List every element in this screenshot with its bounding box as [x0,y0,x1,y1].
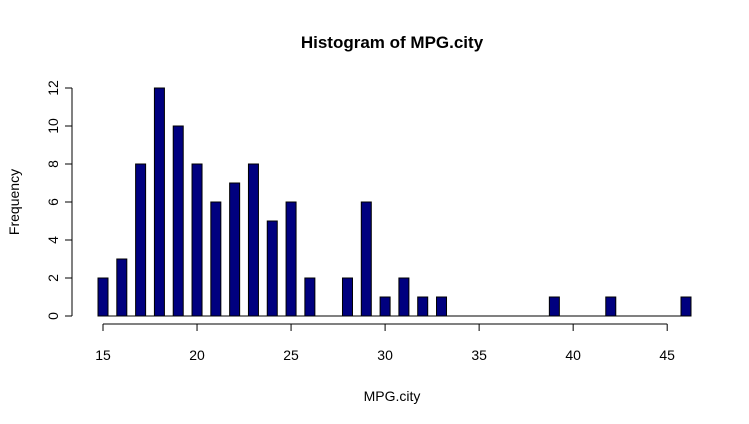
x-tick-label: 35 [471,347,487,363]
histogram-bar [172,125,184,317]
y-axis: 0 2 4 6 8 10 12 [45,80,73,320]
x-tick-label: 15 [95,347,111,363]
x-tick-label: 25 [283,347,299,363]
bars-layer [97,87,692,317]
y-tick-label: 8 [45,160,61,168]
histogram-bar [548,296,560,317]
histogram-bar [436,296,448,317]
x-tick-label: 40 [565,347,581,363]
y-tick-label: 2 [45,274,61,282]
chart-title: Histogram of MPG.city [301,33,484,52]
histogram-bar [379,296,391,317]
histogram-bar [398,277,410,317]
histogram-bar [210,201,222,317]
y-tick-label: 6 [45,198,61,206]
histogram-bar [153,87,165,317]
x-tick-label: 20 [189,347,205,363]
y-tick-label: 0 [45,312,61,320]
histogram-bar [247,163,259,317]
histogram-bar [266,220,278,317]
y-tick-label: 12 [45,80,61,96]
histogram-bar [135,163,147,317]
y-tick-label: 4 [45,236,61,244]
y-axis-label: Frequency [6,169,22,235]
histogram-bar [116,258,128,317]
histogram-bar [341,277,353,317]
histogram-bar [304,277,316,317]
x-tick-label: 30 [377,347,393,363]
x-axis-label: MPG.city [364,388,421,404]
histogram-bar [680,296,692,317]
histogram-bar [605,296,617,317]
histogram-bar [360,201,372,317]
histogram-bar [285,201,297,317]
histogram-bar [191,163,203,317]
histogram-bar [417,296,429,317]
histogram-bar [97,277,109,317]
x-axis: 15 20 25 30 35 40 45 [95,323,675,363]
y-tick-label: 10 [45,118,61,134]
histogram-bar [229,182,241,317]
x-tick-label: 45 [659,347,675,363]
